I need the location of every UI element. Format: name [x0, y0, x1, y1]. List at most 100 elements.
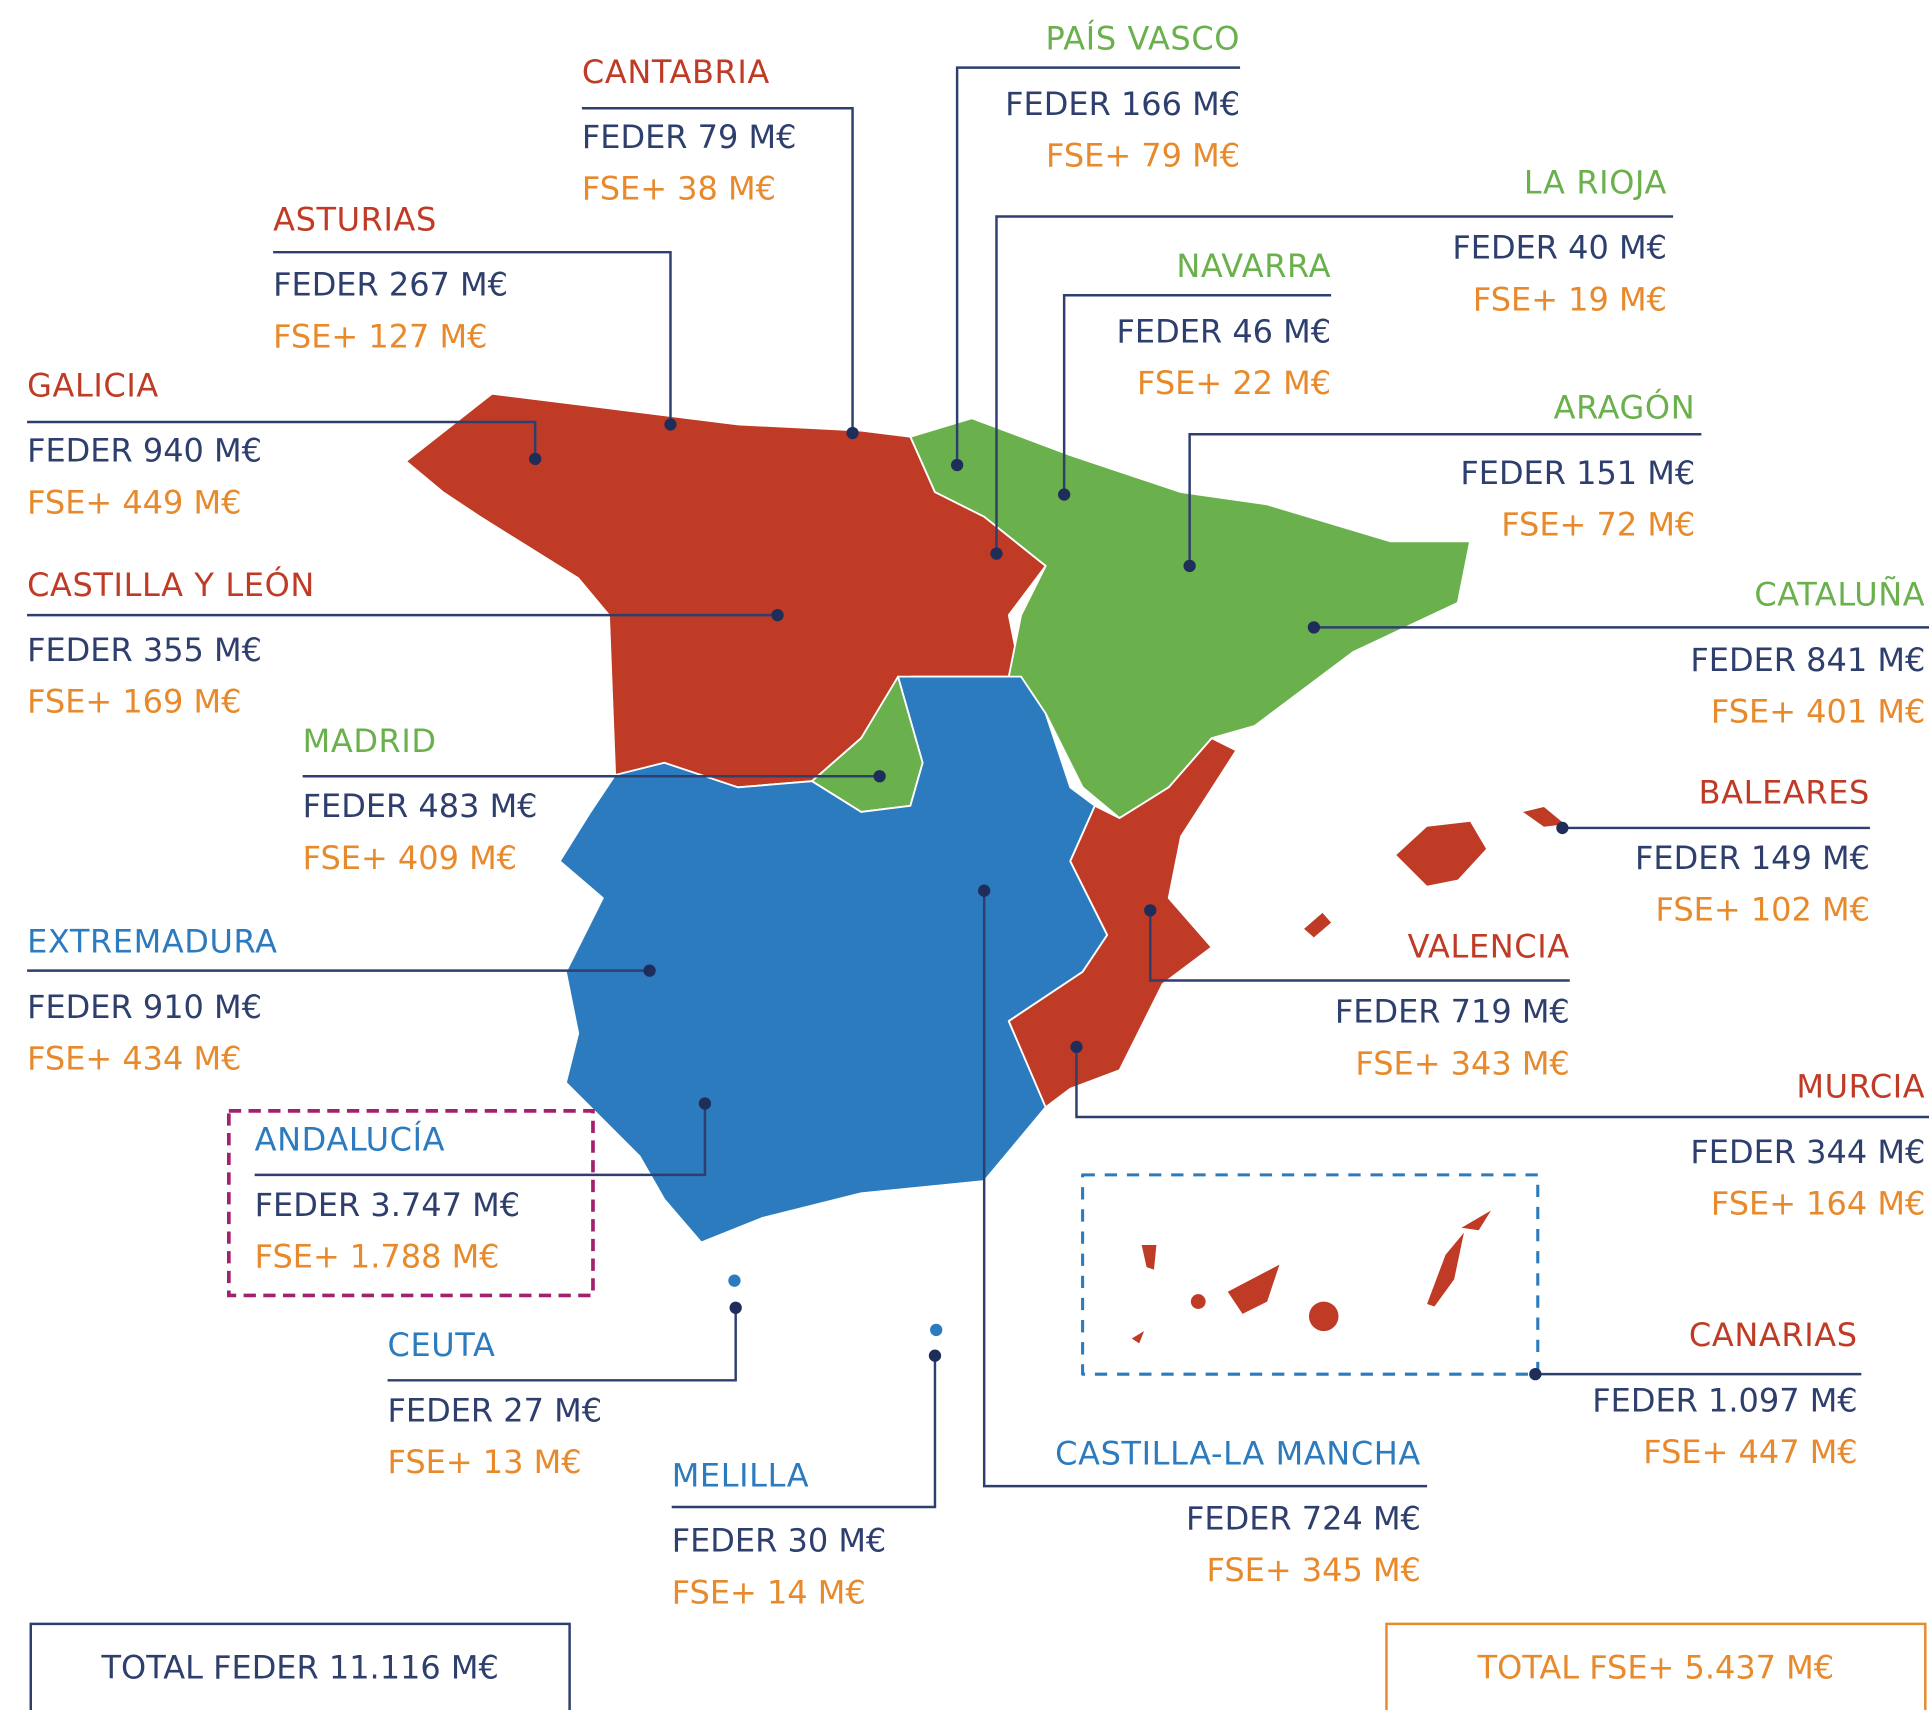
leader-line: [1149, 910, 1570, 982]
fse-amount: FSE+ 72 M€: [1501, 506, 1695, 544]
fse-amount: FSE+ 13 M€: [388, 1443, 582, 1481]
feder-amount: FEDER 30 M€: [672, 1522, 887, 1560]
feder-amount: FEDER 3.747 M€: [255, 1186, 520, 1224]
total-fse: TOTAL FSE+ 5.437 M€: [1477, 1648, 1834, 1686]
region-name: CANARIAS: [1689, 1316, 1858, 1354]
leader-dot: [990, 547, 1003, 560]
region-name: CATALUÑA: [1754, 576, 1925, 614]
canarias-islands: [1131, 1210, 1492, 1344]
fse-amount: FSE+ 343 M€: [1355, 1044, 1569, 1082]
leader-dot: [1057, 488, 1071, 501]
leader-dot: [846, 426, 859, 440]
leader-line: [671, 1355, 937, 1509]
region-name: BALEARES: [1699, 774, 1870, 812]
feder-amount: FEDER 27 M€: [388, 1391, 603, 1429]
ibiza: [1304, 912, 1332, 938]
feder-amount: FEDER 166 M€: [1005, 85, 1240, 123]
leader-dot: [928, 1349, 942, 1362]
feder-amount: FEDER 267 M€: [273, 266, 508, 304]
region-name: CEUTA: [388, 1326, 496, 1364]
feder-amount: FEDER 344 M€: [1690, 1133, 1925, 1171]
leader-dot: [1556, 821, 1569, 835]
region-name: MADRID: [303, 722, 437, 760]
leader-dot: [1183, 559, 1196, 573]
leader-line: [581, 107, 854, 434]
feder-amount: FEDER 355 M€: [27, 631, 262, 669]
feder-amount: FEDER 40 M€: [1452, 229, 1667, 267]
fse-amount: FSE+ 401 M€: [1711, 693, 1925, 731]
region-name: EXTREMADURA: [27, 923, 278, 961]
feder-amount: FEDER 1.097 M€: [1592, 1381, 1857, 1419]
leader-dot: [664, 418, 677, 431]
map: [405, 392, 1565, 1376]
fse-amount: FSE+ 1.788 M€: [255, 1238, 500, 1276]
leader-dot: [729, 1301, 742, 1314]
fse-amount: FSE+ 38 M€: [582, 170, 776, 208]
total-feder-box: [29, 1622, 571, 1710]
total-fse-box: [1385, 1622, 1927, 1710]
fse-amount: FSE+ 345 M€: [1207, 1551, 1421, 1589]
leader-line: [387, 1307, 737, 1382]
fse-amount: FSE+ 449 M€: [27, 483, 241, 521]
region-name: NAVARRA: [1176, 247, 1331, 285]
region-name: ASTURIAS: [273, 200, 437, 238]
region-labels: GALICIA FEDER 940 M€ FSE+ 449 M€ ASTURIAS FE…: [27, 20, 1929, 1611]
feder-amount: FEDER 724 M€: [1186, 1500, 1421, 1538]
feder-amount: FEDER 910 M€: [27, 988, 262, 1026]
leader-line: [27, 420, 537, 459]
leader-line: [254, 1103, 707, 1177]
leader-dot: [1307, 621, 1321, 634]
melilla-shape: [930, 1323, 943, 1337]
leader-line: [1075, 1046, 1929, 1119]
leader-dot: [529, 452, 542, 466]
region-name: MELILLA: [672, 1456, 810, 1494]
feder-amount: FEDER 940 M€: [27, 432, 262, 470]
region-name: ARAGÓN: [1554, 388, 1696, 427]
leader-line: [955, 66, 1241, 466]
region-name: MURCIA: [1796, 1068, 1925, 1106]
leader-dot: [643, 964, 656, 977]
fse-amount: FSE+ 434 M€: [27, 1039, 241, 1077]
region-name: CASTILLA-LA MANCHA: [1055, 1434, 1421, 1472]
feder-amount: FEDER 151 M€: [1460, 454, 1695, 492]
region-name: PAÍS VASCO: [1045, 20, 1240, 58]
leader-dot: [698, 1097, 712, 1110]
region-name: LA RIOJA: [1524, 164, 1667, 202]
mallorca: [1396, 821, 1487, 886]
feder-amount: FEDER 79 M€: [582, 118, 797, 156]
fse-amount: FSE+ 14 M€: [672, 1573, 866, 1611]
fse-amount: FSE+ 169 M€: [27, 683, 241, 721]
leader-dot: [978, 884, 991, 897]
feder-amount: FEDER 46 M€: [1117, 312, 1332, 350]
feder-amount: FEDER 483 M€: [303, 787, 538, 825]
leader-line: [1188, 433, 1702, 566]
fse-amount: FSE+ 164 M€: [1711, 1185, 1925, 1223]
fse-amount: FSE+ 22 M€: [1137, 364, 1331, 402]
leader-dot: [873, 770, 886, 783]
region-name: GALICIA: [27, 367, 159, 405]
leader-line: [1062, 294, 1332, 495]
leader-line: [273, 250, 672, 425]
leader-dot: [1529, 1368, 1542, 1381]
fse-amount: FSE+ 127 M€: [273, 317, 487, 355]
leader-dot: [950, 458, 964, 472]
fse-amount: FSE+ 447 M€: [1643, 1433, 1857, 1471]
leader-line: [995, 215, 1674, 554]
total-feder: TOTAL FEDER 11.116 M€: [101, 1648, 499, 1686]
feder-amount: FEDER 719 M€: [1335, 993, 1570, 1031]
feder-amount: FEDER 841 M€: [1690, 641, 1925, 679]
region-name: VALENCIA: [1408, 927, 1570, 965]
fse-amount: FSE+ 19 M€: [1473, 280, 1667, 318]
fse-amount: FSE+ 102 M€: [1656, 891, 1870, 929]
east-regions: [1007, 737, 1238, 1109]
feder-amount: FEDER 149 M€: [1635, 839, 1870, 877]
highlight-frame: [226, 1109, 595, 1298]
region-name: ANDALUCÍA: [255, 1121, 445, 1159]
menorca: [1523, 807, 1565, 827]
region-name: CASTILLA Y LEÓN: [27, 565, 315, 604]
leader-dot: [771, 608, 784, 622]
canarias-frame: [1081, 1173, 1540, 1376]
fse-amount: FSE+ 79 M€: [1046, 136, 1240, 174]
region-name: CANTABRIA: [582, 53, 770, 91]
